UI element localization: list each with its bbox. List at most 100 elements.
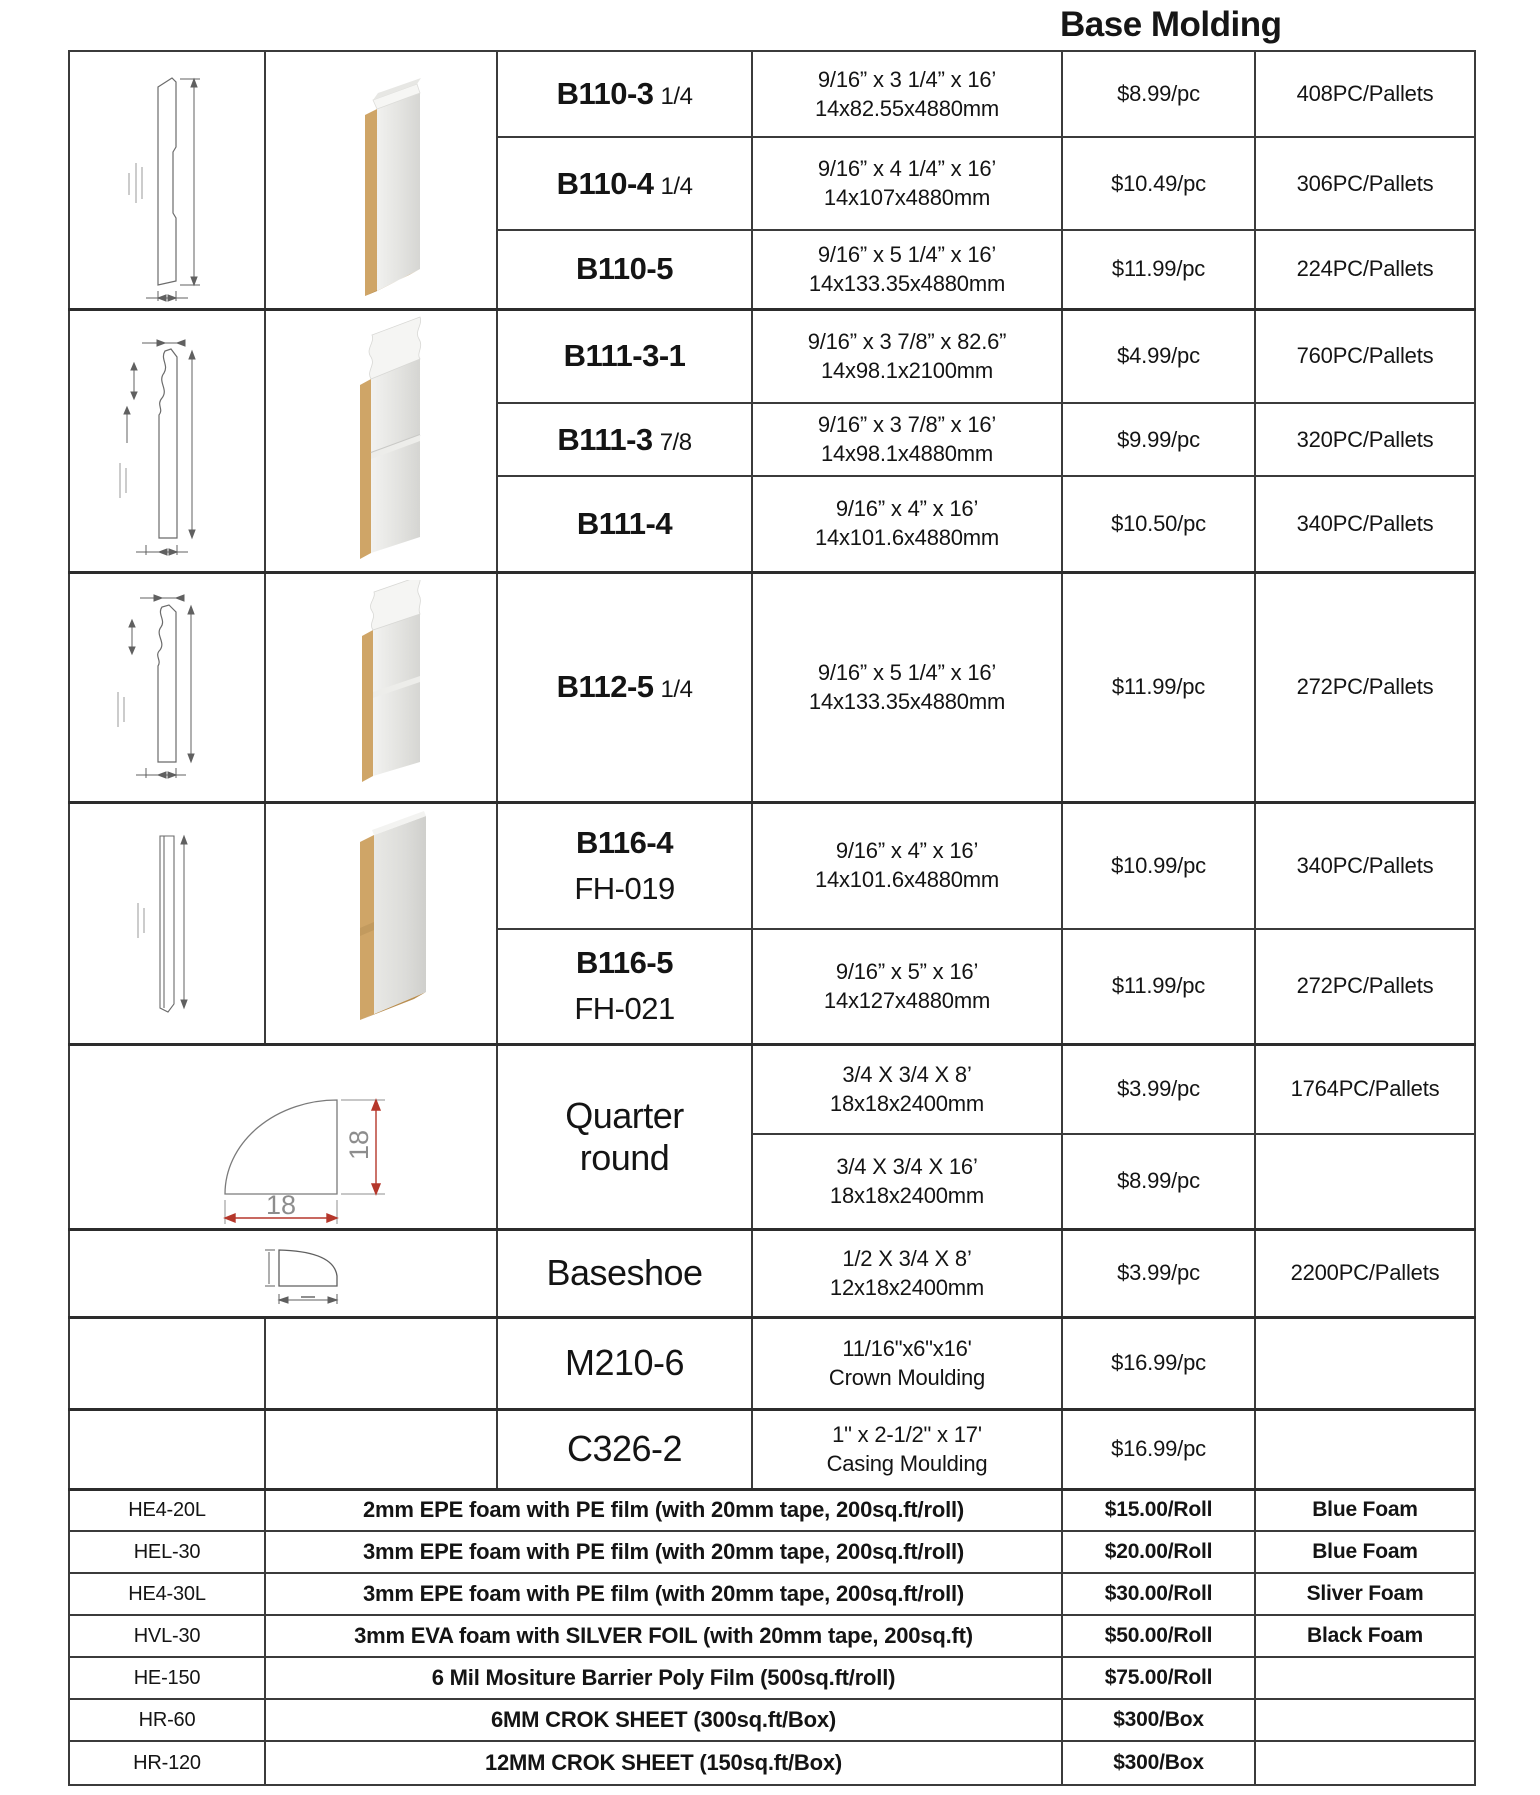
- foam-code-cell: HE4-20L: [68, 1487, 266, 1532]
- pallets-cell: 1764PC/Pallets: [1254, 1042, 1476, 1135]
- price-cell: $8.99/pc: [1061, 1133, 1256, 1230]
- model-cell: B110-5: [496, 229, 753, 310]
- b110-profile-diagram: [68, 50, 266, 310]
- model-cell: B111-3-1: [496, 307, 753, 404]
- dims-imperial: 9/16” x 3 1/4” x 16’: [817, 66, 997, 92]
- foam-code-cell: HR-120: [68, 1740, 266, 1786]
- pallets-cell: 272PC/Pallets: [1254, 570, 1476, 803]
- model-cell: B111-3 7/8: [496, 402, 753, 477]
- model-cell: Baseshoe: [496, 1227, 753, 1318]
- empty-photo-cell: [264, 1407, 498, 1490]
- dims-cell: 3/4 X 3/4 X 8’ 18x18x2400mm: [751, 1042, 1063, 1135]
- price-cell: $30.00/Roll: [1061, 1572, 1256, 1616]
- foam-code-cell: HVL-30: [68, 1614, 266, 1658]
- price-cell: $11.99/pc: [1061, 570, 1256, 803]
- foam-desc-cell: 6MM CROK SHEET (300sq.ft/Box): [264, 1698, 1063, 1742]
- pallets-cell: 2200PC/Pallets: [1254, 1227, 1476, 1318]
- dims-cell: 9/16” x 5 1/4” x 16’ 14x133.35x4880mm: [751, 570, 1063, 803]
- model-cell: Quarter round: [496, 1042, 753, 1230]
- model-cell: B116-4 FH-019: [496, 800, 753, 930]
- model-name: Quarter round: [565, 1095, 684, 1178]
- base-molding-price-table: B110-3 1/4 9/16” x 3 1/4” x 16’ 14x82.55x…: [68, 50, 1476, 1786]
- b112-photo: [264, 570, 498, 803]
- price-cell: $9.99/pc: [1061, 402, 1256, 477]
- dims-cell: 9/16” x 5” x 16’ 14x127x4880mm: [751, 928, 1063, 1045]
- empty-diagram-cell: [68, 1315, 266, 1410]
- pallets-cell: [1254, 1315, 1476, 1410]
- foam-color-cell: Sliver Foam: [1254, 1572, 1476, 1616]
- model-name: B112-5: [556, 669, 654, 704]
- pallets-cell: 306PC/Pallets: [1254, 136, 1476, 231]
- qr-width-label: 18: [266, 1190, 296, 1220]
- pallets-cell: 408PC/Pallets: [1254, 50, 1476, 138]
- empty-photo-cell: [264, 1315, 498, 1410]
- price-cell: $50.00/Roll: [1061, 1614, 1256, 1658]
- dims-cell: 9/16” x 5 1/4” x 16’ 14x133.35x4880mm: [751, 229, 1063, 310]
- model-alt-name: FH-021: [574, 991, 675, 1027]
- dims-cell: 9/16” x 4 1/4” x 16’ 14x107x4880mm: [751, 136, 1063, 231]
- model-cell: B110-3 1/4: [496, 50, 753, 138]
- model-name: B111-3: [557, 421, 653, 457]
- dims-cell: 9/16” x 4” x 16’ 14x101.6x4880mm: [751, 800, 1063, 930]
- foam-desc-cell: 3mm EVA foam with SILVER FOIL (with 20mm…: [264, 1614, 1063, 1658]
- price-cell: $16.99/pc: [1061, 1315, 1256, 1410]
- foam-color-cell: Black Foam: [1254, 1614, 1476, 1658]
- dims-metric: 14x82.55x4880mm: [814, 95, 1000, 121]
- dims-cell: 1" x 2-1/2" x 17' Casing Moulding: [751, 1407, 1063, 1490]
- model-name: C326-2: [566, 1428, 683, 1470]
- price-cell: $11.99/pc: [1061, 928, 1256, 1045]
- pallets-cell: 340PC/Pallets: [1254, 800, 1476, 930]
- foam-color-cell: [1254, 1656, 1476, 1700]
- foam-color-cell: Blue Foam: [1254, 1530, 1476, 1574]
- empty-diagram-cell: [68, 1407, 266, 1490]
- page-title: Base Molding: [1060, 5, 1282, 44]
- price-cell: $8.99/pc: [1061, 50, 1256, 138]
- model-name: Baseshoe: [546, 1252, 703, 1294]
- dims-cell: 1/2 X 3/4 X 8’ 12x18x2400mm: [751, 1227, 1063, 1318]
- model-name: B110-4: [556, 165, 654, 201]
- pallets-cell: 340PC/Pallets: [1254, 475, 1476, 573]
- foam-desc-cell: 2mm EPE foam with PE film (with 20mm tap…: [264, 1487, 1063, 1532]
- foam-code-cell: HR-60: [68, 1698, 266, 1742]
- price-cell: $20.00/Roll: [1061, 1530, 1256, 1574]
- foam-color-cell: Blue Foam: [1254, 1487, 1476, 1532]
- price-cell: $10.49/pc: [1061, 136, 1256, 231]
- foam-desc-cell: 3mm EPE foam with PE film (with 20mm tap…: [264, 1530, 1063, 1574]
- model-alt-name: FH-019: [574, 870, 675, 906]
- foam-color-cell: [1254, 1698, 1476, 1742]
- qr-height-label: 18: [344, 1129, 374, 1159]
- foam-desc-cell: 3mm EPE foam with PE film (with 20mm tap…: [264, 1572, 1063, 1616]
- foam-code-cell: HEL-30: [68, 1530, 266, 1574]
- model-cell: B116-5 FH-021: [496, 928, 753, 1045]
- pallets-cell: 224PC/Pallets: [1254, 229, 1476, 310]
- price-cell: $300/Box: [1061, 1740, 1256, 1786]
- model-suffix: 1/4: [660, 172, 693, 200]
- price-cell: $16.99/pc: [1061, 1407, 1256, 1490]
- foam-desc-cell: 6 Mil Mositure Barrier Poly Film (500sq.…: [264, 1656, 1063, 1700]
- foam-color-cell: [1254, 1740, 1476, 1786]
- model-name: M210-6: [564, 1342, 685, 1384]
- model-cell: M210-6: [496, 1315, 753, 1410]
- model-cell: C326-2: [496, 1407, 753, 1490]
- pallets-cell: [1254, 1133, 1476, 1230]
- foam-code-cell: HE-150: [68, 1656, 266, 1700]
- dims-cell: 3/4 X 3/4 X 16’ 18x18x2400mm: [751, 1133, 1063, 1230]
- model-suffix: 1/4: [660, 676, 693, 703]
- model-cell: B110-4 1/4: [496, 136, 753, 231]
- foam-desc-cell: 12MM CROK SHEET (150sq.ft/Box): [264, 1740, 1063, 1786]
- b111-profile-diagram: [68, 307, 266, 573]
- price-cell: $15.00/Roll: [1061, 1487, 1256, 1532]
- dims-cell: 9/16” x 4” x 16’ 14x101.6x4880mm: [751, 475, 1063, 573]
- b116-profile-diagram: [68, 800, 266, 1045]
- model-name: B116-5: [576, 945, 673, 981]
- model-name: B110-3: [556, 76, 654, 111]
- model-cell: B111-4: [496, 475, 753, 573]
- pallets-cell: 272PC/Pallets: [1254, 928, 1476, 1045]
- price-cell: $11.99/pc: [1061, 229, 1256, 310]
- price-cell: $3.99/pc: [1061, 1227, 1256, 1318]
- dims-cell: 9/16” x 3 7/8” x 82.6” 14x98.1x2100mm: [751, 307, 1063, 404]
- baseshoe-diagram: [68, 1227, 498, 1318]
- model-name: B110-5: [576, 251, 673, 287]
- model-suffix: 7/8: [659, 428, 692, 456]
- model-name: B111-4: [576, 505, 673, 541]
